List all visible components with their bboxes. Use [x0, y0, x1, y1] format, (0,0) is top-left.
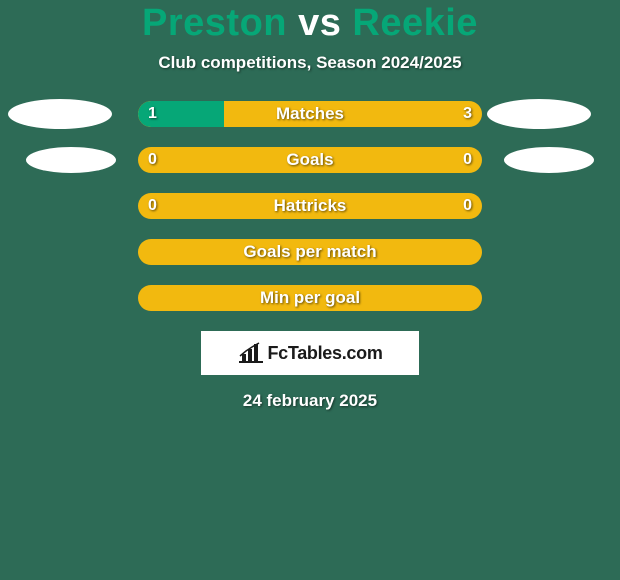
- page-title: Preston vs Reekie: [142, 2, 478, 45]
- subtitle: Club competitions, Season 2024/2025: [158, 53, 461, 73]
- stat-bar: Min per goal: [138, 285, 482, 311]
- stat-bar: Matches 1 3: [138, 101, 482, 127]
- right-decor-ellipse: [504, 147, 594, 173]
- source-logo: FcTables.com: [201, 331, 419, 375]
- stat-bar: Goals 0 0: [138, 147, 482, 173]
- left-decor-ellipse: [26, 147, 116, 173]
- stat-bar: Hattricks 0 0: [138, 193, 482, 219]
- stat-value-right: 0: [463, 151, 472, 169]
- generated-date: 24 february 2025: [243, 391, 377, 411]
- title-left-name: Preston: [142, 2, 287, 44]
- left-decor-ellipse: [8, 99, 112, 129]
- logo-text: FcTables.com: [267, 343, 382, 364]
- stat-rows: Matches 1 3 Goals 0 0 Hattricks 0 0 Goals per mat…: [0, 101, 620, 311]
- bar-chart-icon: [237, 342, 263, 364]
- stat-row: Min per goal: [0, 285, 620, 311]
- stat-label: Goals: [286, 150, 333, 170]
- stat-row: Goals per match: [0, 239, 620, 265]
- stat-value-right: 3: [463, 105, 472, 123]
- right-decor-ellipse: [487, 99, 591, 129]
- stat-row: Hattricks 0 0: [0, 193, 620, 219]
- comparison-infographic: Preston vs Reekie Club competitions, Sea…: [0, 0, 620, 580]
- stat-value-left: 0: [148, 197, 157, 215]
- title-vs: vs: [287, 2, 352, 44]
- stat-value-left: 1: [148, 105, 157, 123]
- stat-label: Hattricks: [274, 196, 347, 216]
- stat-bar: Goals per match: [138, 239, 482, 265]
- title-right-name: Reekie: [352, 2, 478, 44]
- stat-label: Min per goal: [260, 288, 360, 308]
- stat-label: Goals per match: [243, 242, 376, 262]
- stat-label: Matches: [276, 104, 344, 124]
- stat-value-right: 0: [463, 197, 472, 215]
- stat-value-left: 0: [148, 151, 157, 169]
